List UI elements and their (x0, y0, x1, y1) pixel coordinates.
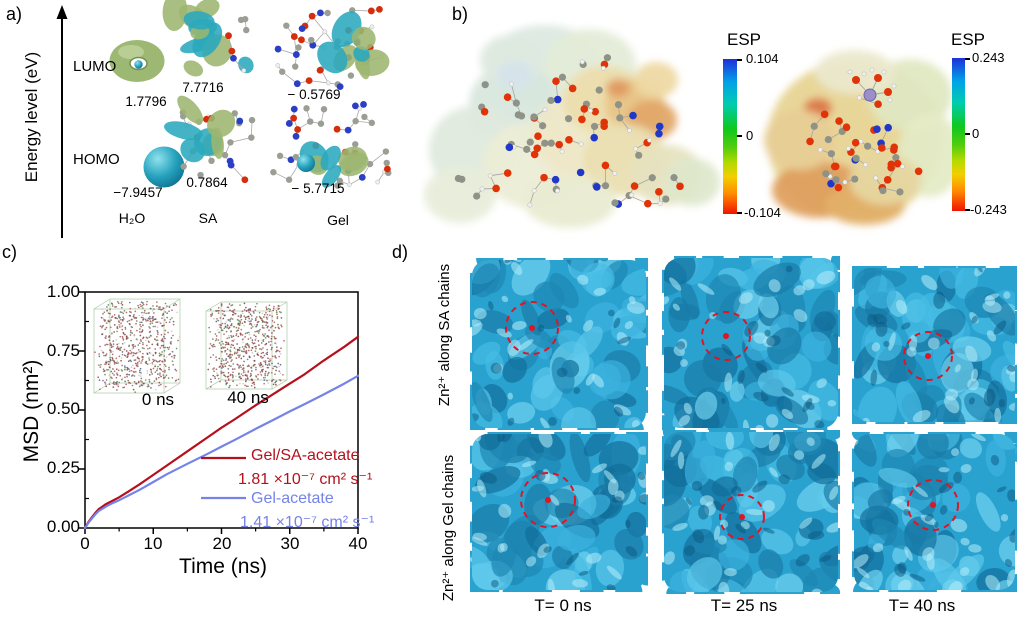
xtick-40: 40 (348, 534, 368, 553)
panel-c-label: c) (2, 242, 17, 262)
x-axis-title: Time (ns) (179, 555, 267, 578)
inset-label-40ns: 40 ns (227, 388, 269, 407)
h2o-lumo-value: 1.7796 (125, 94, 167, 109)
energy-level-diagram (56, 0, 392, 238)
column-label-sa: SA (198, 210, 218, 226)
colorbar2-min: -0.243 (970, 202, 1007, 217)
xtick-10: 10 (143, 534, 163, 553)
xtick-20: 20 (212, 534, 232, 553)
time-label-25ns: T= 25 ns (710, 596, 778, 615)
msd-chart (79, 291, 360, 534)
legend-series1-diffusion: 1.81 ×10⁻⁷ cm² s⁻¹ (238, 471, 373, 488)
gel-homo-value: − 5.7715 (291, 181, 345, 196)
row-label-gel-chains: Zn²⁺ along Gel chains (440, 454, 457, 602)
colorbar1-min: -0.104 (744, 205, 781, 220)
time-label-0ns: T= 0 ns (534, 596, 592, 615)
colorbar2-tick-min (965, 209, 970, 211)
legend-series2-name: Gel-acetate (251, 490, 334, 507)
column-label-gel: Gel (327, 212, 349, 228)
sa-homo-value: 0.7864 (186, 175, 228, 190)
energy-axis-label: Energy level (eV) (22, 51, 41, 183)
colorbar1-mid: 0 (746, 128, 754, 143)
colorbar1-max: 0.104 (746, 51, 779, 66)
colorbar2-mid: 0 (972, 126, 980, 141)
esp-colorbar-2 (952, 58, 965, 211)
panel-b-label: b) (452, 4, 469, 24)
legend-series1-name: Gel/SA-acetate (251, 447, 360, 464)
snapshot-sa-25ns (662, 256, 840, 430)
ytick-0.25: 0.25 (46, 458, 80, 477)
row-label-sa-chains: Zn²⁺ along SA chains (436, 263, 453, 407)
snapshot-gel-25ns (662, 430, 840, 594)
inset-label-0ns: 0 ns (141, 390, 175, 409)
colorbar1-tick-mid (737, 135, 742, 137)
ytick-0.50: 0.50 (46, 399, 80, 418)
legend-series2-diffusion: 1.41 ×10⁻⁷ cm² s⁻¹ (240, 514, 375, 531)
h2o-homo-value: −7.9457 (113, 185, 163, 200)
snapshot-sa-40ns (852, 266, 1017, 424)
esp-colorbar-1 (723, 59, 737, 214)
ytick-1.00: 1.00 (46, 282, 80, 301)
panel-a-label: a) (6, 4, 23, 24)
colorbar1-tick-min (737, 212, 742, 214)
snapshot-gel-40ns (852, 432, 1017, 592)
ytick-0.75: 0.75 (46, 341, 80, 360)
homo-label: HOMO (73, 151, 120, 168)
column-label-h2o: H₂O (118, 210, 146, 226)
esp-title-2: ESP (950, 30, 986, 49)
panel-d-label: d) (392, 242, 409, 262)
simulation-box-insets (93, 298, 288, 394)
ytick-0.00: 0.00 (46, 517, 80, 536)
esp-surface-maps (424, 25, 962, 228)
colorbar2-tick-max (965, 58, 970, 60)
snapshot-sa-0ns (470, 258, 648, 430)
sa-lumo-value: 7.7716 (182, 80, 224, 95)
xtick-0: 0 (80, 534, 90, 553)
lumo-label: LUMO (73, 58, 117, 75)
snapshot-gel-0ns (470, 432, 648, 592)
xtick-30: 30 (280, 534, 300, 553)
colorbar1-tick-max (737, 59, 742, 61)
esp-title-1: ESP (726, 30, 762, 49)
gel-lumo-value: − 0.5769 (287, 87, 341, 102)
time-label-40ns: T= 40 ns (888, 596, 956, 615)
colorbar2-tick-mid (965, 133, 970, 135)
colorbar2-max: 0.243 (972, 50, 1005, 65)
